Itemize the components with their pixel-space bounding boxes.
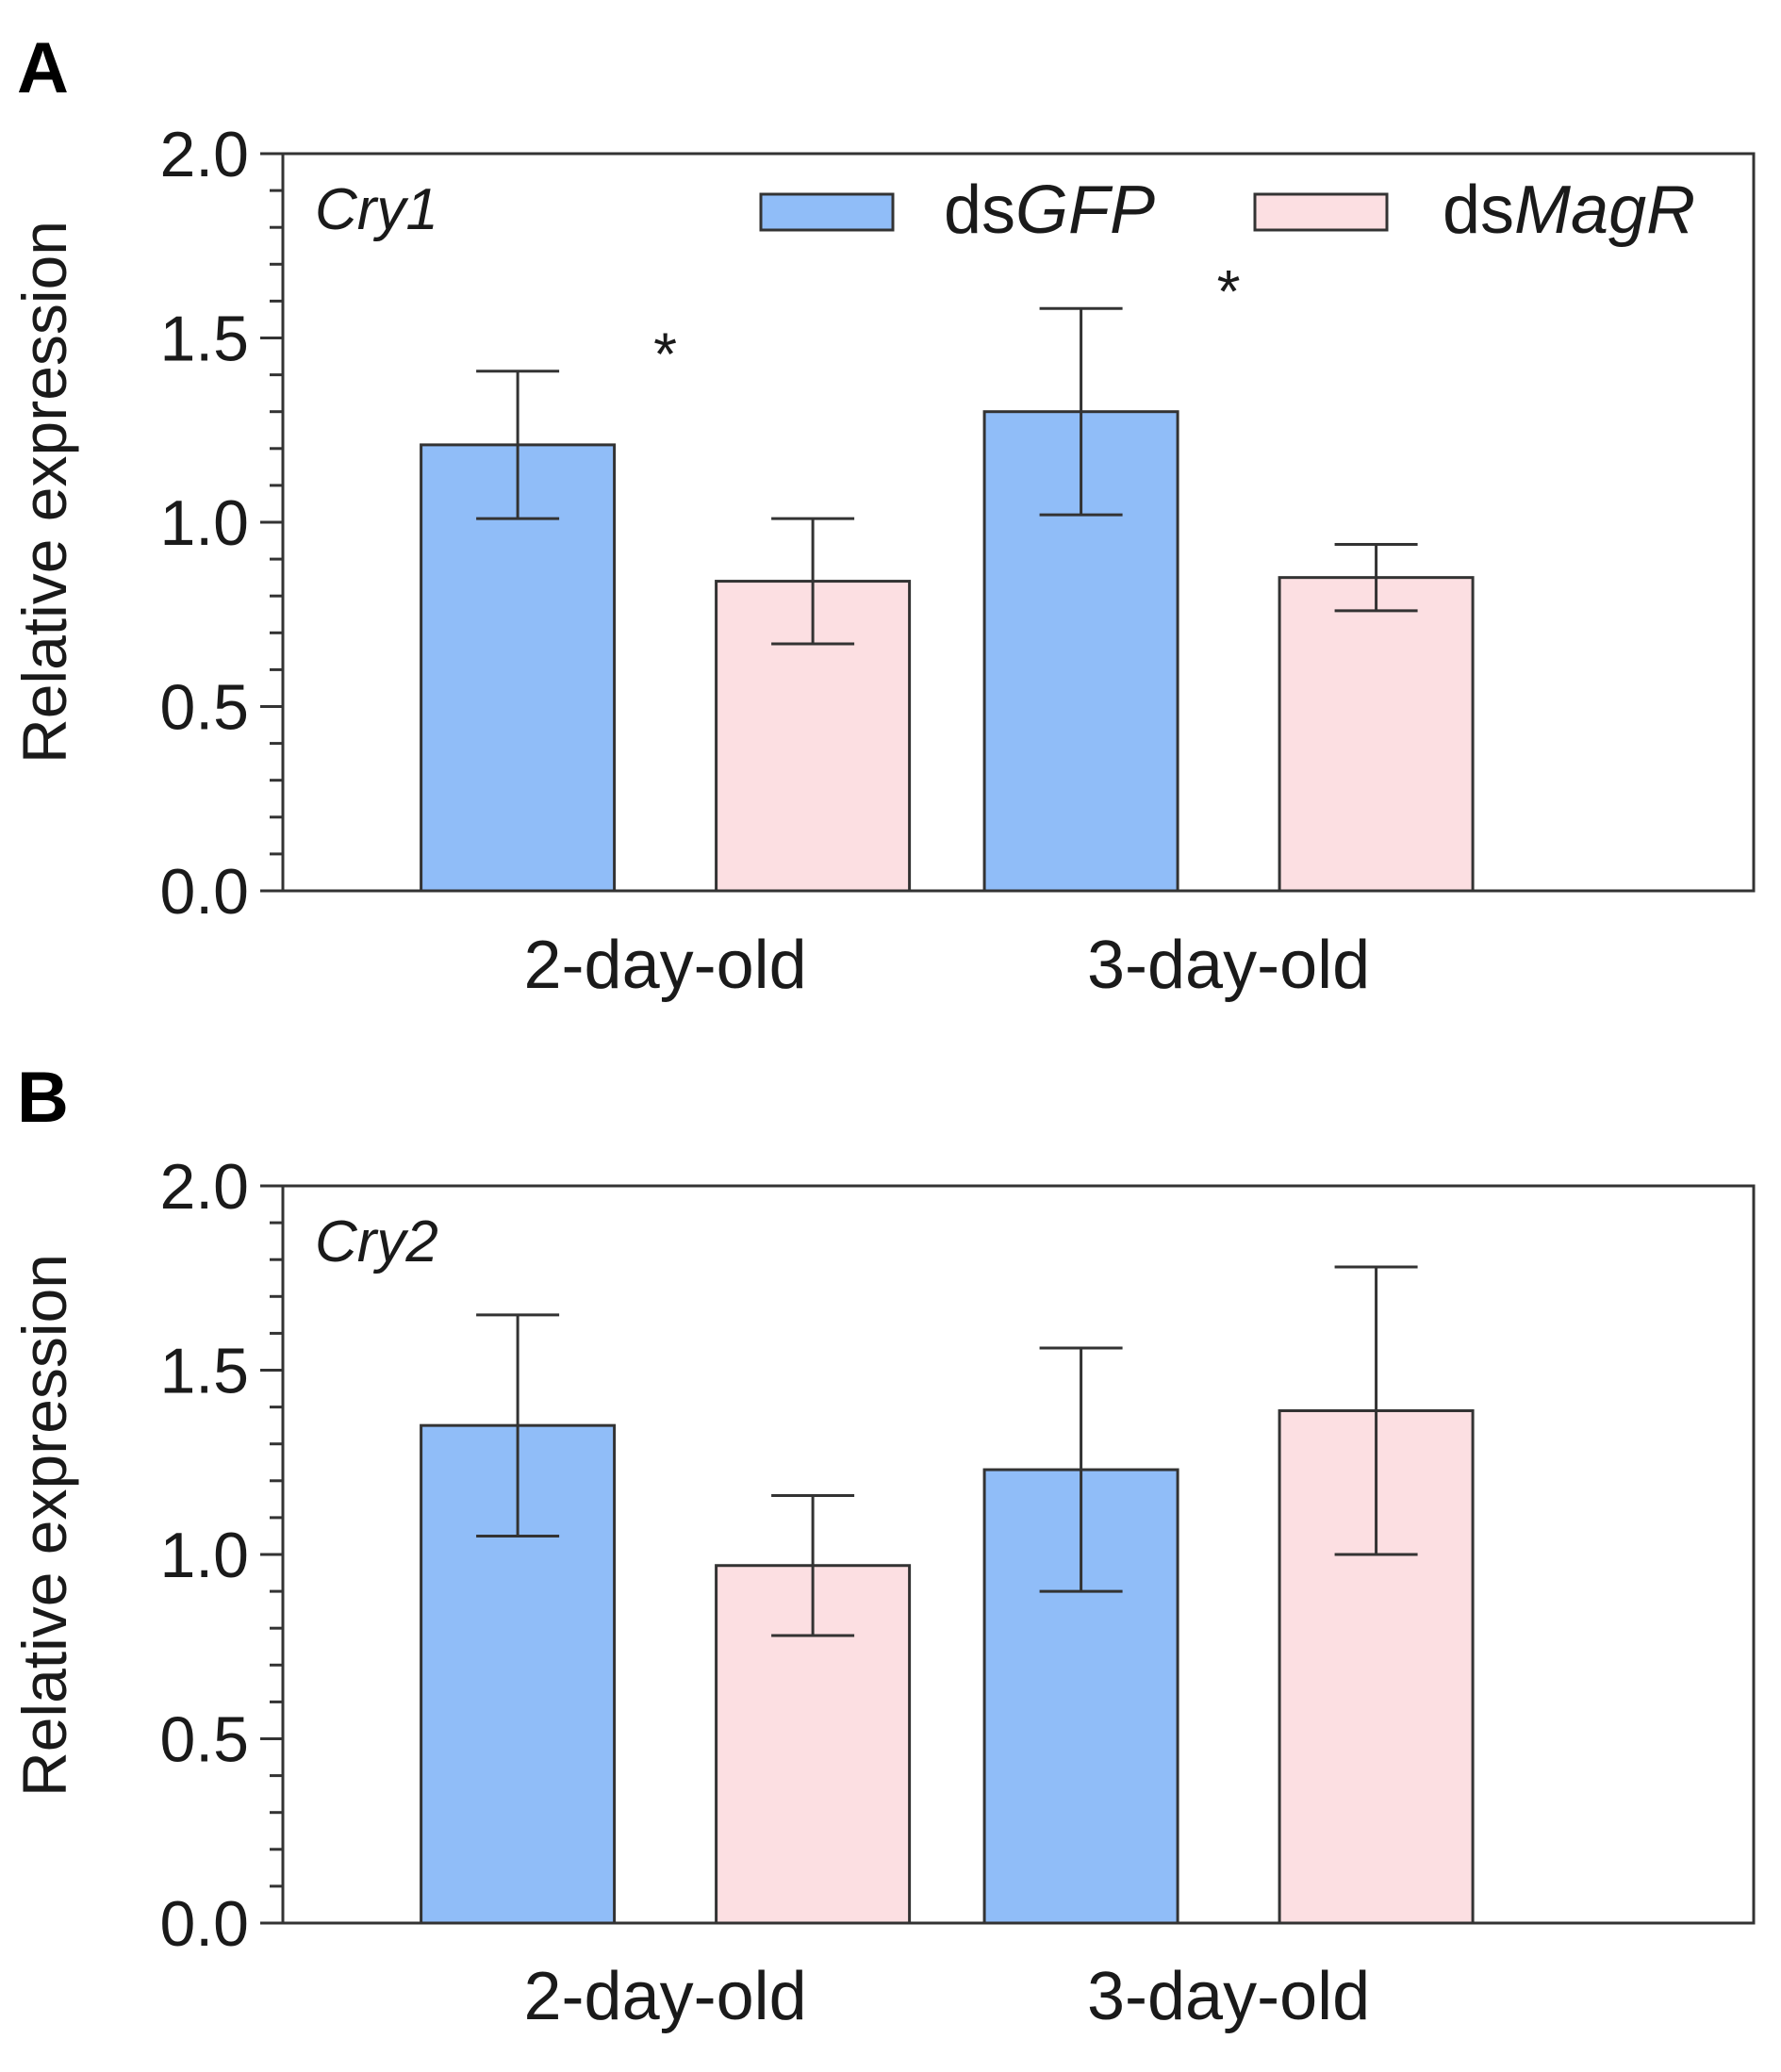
significance-star-a: * — [1217, 257, 1241, 325]
legend-swatch-dsmagr — [1253, 192, 1389, 232]
gene-label-b: Cry2 — [315, 1209, 438, 1274]
legend-swatch-dsgfp — [759, 192, 895, 232]
y-axis-title-b: Relative expression — [9, 1254, 79, 1797]
gene-label-a: Cry1 — [315, 177, 438, 242]
y-tick-label-b: 1.5 — [159, 1336, 249, 1407]
y-tick-label-b: 0.0 — [159, 1888, 249, 1960]
y-tick-label-a: 0.5 — [159, 672, 249, 744]
legend: dsGFP dsMagR — [759, 173, 1695, 248]
y-tick-label-a: 0.0 — [159, 856, 249, 928]
y-tick-label-b: 2.0 — [159, 1151, 249, 1223]
category-label-a: 3-day-old — [1087, 928, 1370, 1003]
category-label-b: 2-day-old — [524, 1959, 807, 2034]
panel-letter-b: B — [17, 1058, 69, 1138]
category-label-a: 2-day-old — [524, 928, 807, 1003]
y-tick-label-b: 0.5 — [159, 1704, 249, 1776]
legend-label-dsmagr: dsMagR — [1443, 173, 1695, 248]
y-tick-label-a: 2.0 — [159, 119, 249, 190]
panel-a: A Relative expression Cry1 dsGFP dsMagR … — [9, 28, 1756, 1003]
category-label-b: 3-day-old — [1087, 1959, 1370, 2034]
panel-letter-a: A — [17, 28, 69, 108]
bar-b-dsgfp-3day — [982, 1468, 1179, 1925]
panel-b: B Relative expression Cry2 0.0 0.5 1.0 1.5 2… — [9, 1058, 1756, 2034]
significance-star-a: * — [653, 321, 677, 388]
y-tick-label-b: 1.0 — [159, 1520, 249, 1591]
y-tick-label-a: 1.0 — [159, 487, 249, 559]
y-tick-label-a: 1.5 — [159, 304, 249, 375]
bar-a-dsmagr-3day — [1278, 576, 1475, 893]
legend-label-dsgfp: dsGFP — [944, 173, 1155, 248]
y-axis-title-a: Relative expression — [9, 221, 79, 764]
